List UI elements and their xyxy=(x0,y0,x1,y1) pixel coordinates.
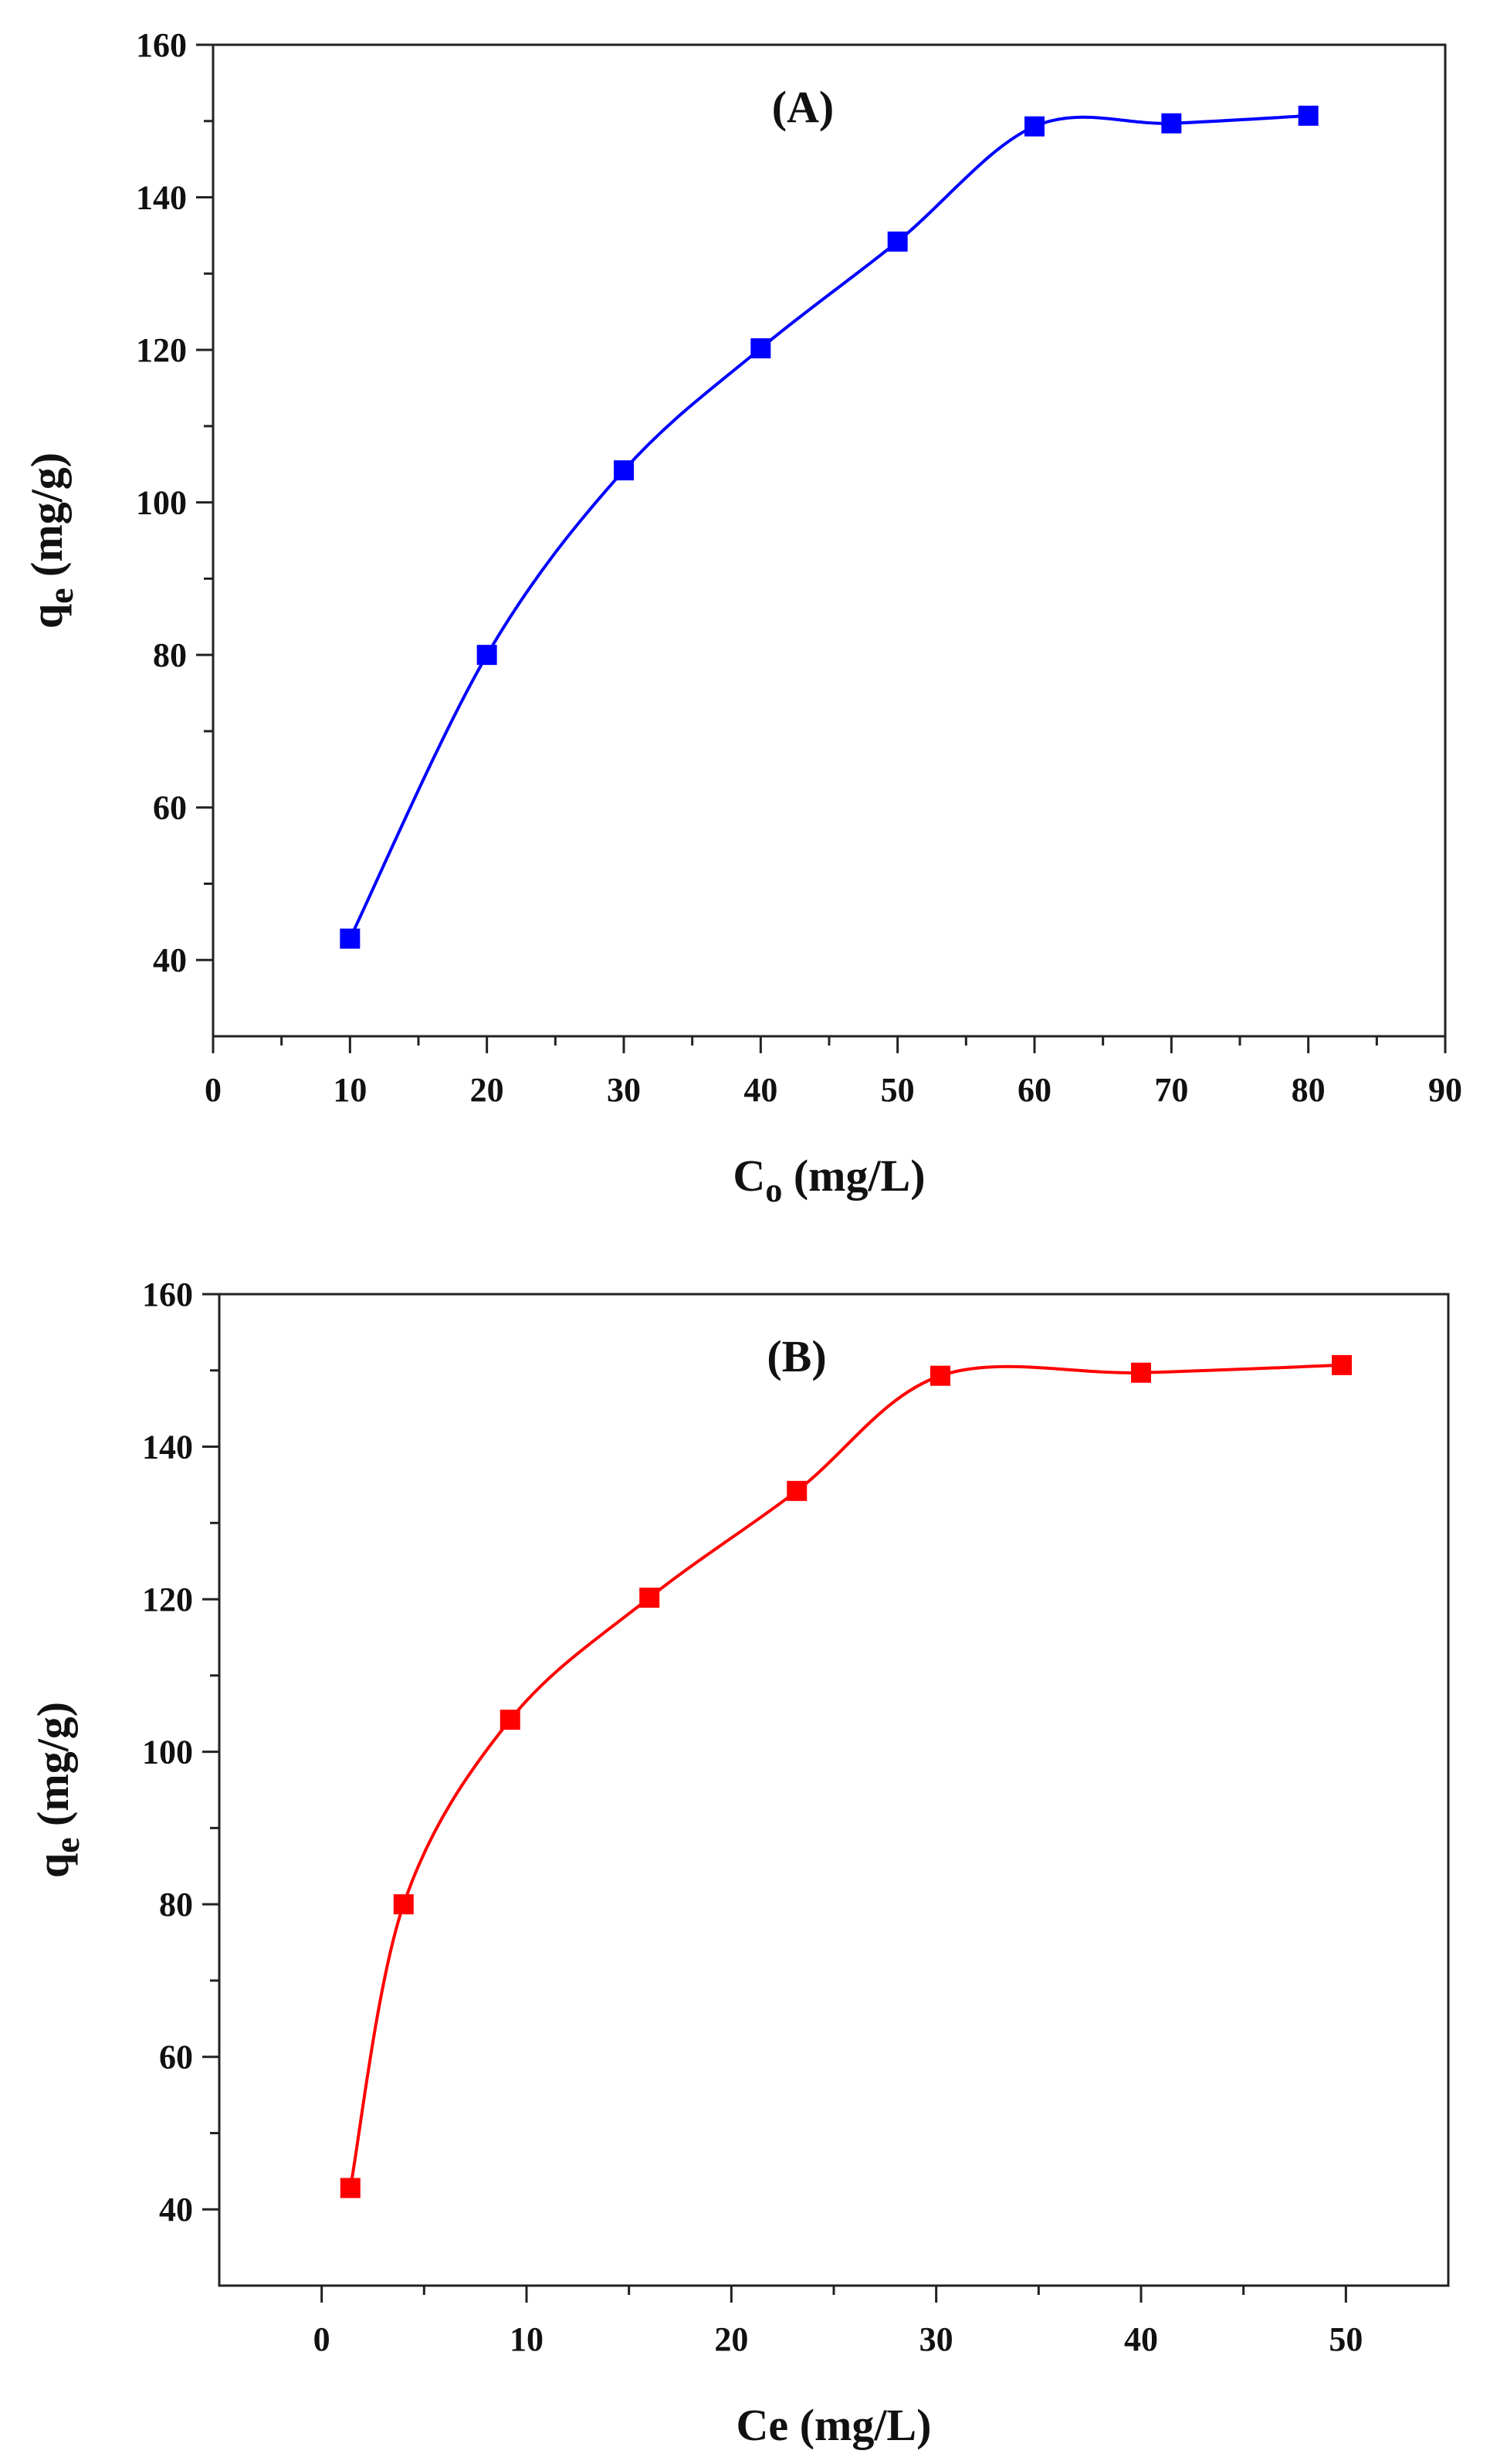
x-tick-label: 60 xyxy=(1018,1071,1051,1109)
x-tick-label: 40 xyxy=(1124,2320,1158,2358)
chart-a: 0 10 20 30 40 50 60 70 80 90 40 60 80 100 120 140 160 Co … xyxy=(22,26,1462,1209)
x-tick-label: 0 xyxy=(205,1071,222,1109)
y-tick-label: 120 xyxy=(142,1581,193,1618)
y-axis-title-unit: (mg/g) xyxy=(22,452,72,588)
x-tick-label: 90 xyxy=(1428,1071,1462,1109)
data-point xyxy=(393,1894,414,1915)
panel-label: (B) xyxy=(767,1331,826,1381)
data-point xyxy=(499,1710,520,1730)
x-axis-title: Ce (mg/L) xyxy=(737,2400,932,2450)
data-point xyxy=(1332,1354,1353,1375)
y-axis-title-unit: (mg/g) xyxy=(28,1702,78,1838)
data-point xyxy=(1131,1362,1151,1383)
data-point xyxy=(930,1365,950,1386)
data-point xyxy=(887,231,908,252)
x-tick-label: 10 xyxy=(510,2320,544,2358)
y-tick-label: 140 xyxy=(136,179,187,217)
x-tick-label: 0 xyxy=(313,2320,330,2358)
y-tick-label: 160 xyxy=(136,26,187,64)
y-axis-title-main: q xyxy=(22,604,72,629)
y-tick-label: 100 xyxy=(136,484,187,522)
data-point xyxy=(750,338,771,359)
x-axis-title-unit: (mg/L) xyxy=(782,1151,925,1201)
data-point xyxy=(639,1588,660,1608)
y-tick-label: 40 xyxy=(159,2191,193,2228)
x-tick-label: 80 xyxy=(1292,1071,1326,1109)
y-tick-label: 80 xyxy=(159,1886,193,1923)
y-axis-title-main: q xyxy=(28,1853,78,1878)
x-tick-label: 70 xyxy=(1154,1071,1188,1109)
panel-label: (A) xyxy=(772,82,835,132)
x-tick-label: 20 xyxy=(470,1071,504,1109)
x-axis-title-main: Ce xyxy=(737,2400,789,2450)
series-line xyxy=(348,1363,1343,2188)
data-point xyxy=(1298,105,1319,126)
data-point xyxy=(614,460,634,481)
plot-frame xyxy=(212,43,1447,1038)
x-axis-title-unit: (mg/L) xyxy=(788,2400,931,2450)
chart-b: 0 10 20 30 40 50 40 60 80 100 120 140 160 Ce (mg/L) qe… xyxy=(28,1276,1450,2450)
x-tick-label: 20 xyxy=(714,2320,748,2358)
data-point xyxy=(1024,116,1045,137)
x-tick-label: 50 xyxy=(1329,2320,1363,2358)
data-point xyxy=(340,2178,361,2198)
y-tick-label: 60 xyxy=(159,2039,193,2076)
y-tick-label: 140 xyxy=(142,1429,193,1466)
data-point xyxy=(476,645,497,666)
y-axis-title-sub: e xyxy=(47,1837,86,1852)
data-point xyxy=(787,1480,808,1501)
y-axis-title: qe (mg/g) xyxy=(22,452,80,629)
x-axis-title-main: C xyxy=(733,1151,765,1201)
x-axis-title-sub: o xyxy=(765,1171,782,1209)
x-tick-label: 30 xyxy=(919,2320,953,2358)
y-tick-label: 80 xyxy=(153,636,187,674)
y-tick-label: 120 xyxy=(136,331,187,369)
x-tick-label: 50 xyxy=(881,1071,915,1109)
x-axis-title: Co (mg/L) xyxy=(733,1151,925,1209)
x-tick-label: 40 xyxy=(743,1071,777,1109)
series-line xyxy=(348,114,1309,940)
y-axis-title-sub: e xyxy=(41,588,80,603)
y-tick-label: 160 xyxy=(142,1276,193,1313)
y-tick-label: 40 xyxy=(153,941,187,979)
plot-frame xyxy=(218,1293,1450,2287)
y-tick-label: 100 xyxy=(142,1734,193,1771)
x-tick-label: 30 xyxy=(607,1071,641,1109)
y-tick-label: 60 xyxy=(153,789,187,827)
data-point xyxy=(1161,113,1182,134)
x-tick-label: 10 xyxy=(333,1071,367,1109)
data-point xyxy=(340,928,361,949)
y-axis-title: qe (mg/g) xyxy=(28,1702,86,1878)
